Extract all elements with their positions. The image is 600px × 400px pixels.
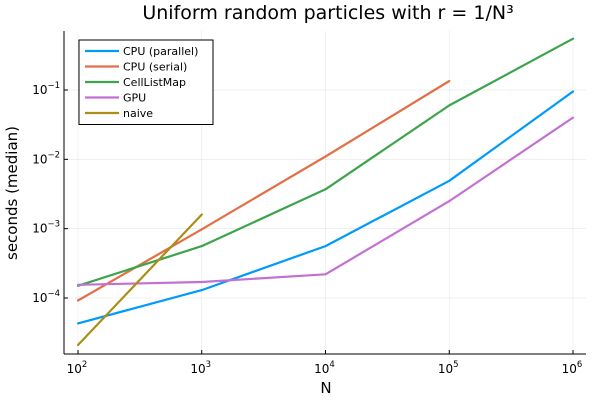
x-tick-label: 102	[67, 360, 88, 376]
legend-label-naive: naive	[123, 107, 153, 120]
legend-label-celllistmap: CellListMap	[123, 76, 186, 89]
x-tick-label: 104	[314, 360, 335, 376]
x-axis-label: N	[320, 379, 331, 397]
series-line-gpu	[76, 116, 575, 286]
y-tick-label: 10−3	[32, 220, 60, 236]
legend-label-gpu: GPU	[123, 92, 146, 105]
legend-label-cpu-parallel: CPU (parallel)	[123, 45, 198, 58]
y-axis-label: seconds (median)	[3, 126, 21, 260]
y-tick-label: 10−4	[32, 289, 60, 305]
x-tick-label: 103	[190, 360, 211, 376]
series-line-cpu-parallel	[76, 90, 575, 325]
chart-title: Uniform random particles with r = 1/N³	[142, 2, 513, 24]
y-tick-label: 10−2	[32, 150, 60, 166]
axes: 102 103 104 105 106 10−4 10−3 10−2 10−1	[32, 31, 586, 376]
series	[76, 37, 575, 347]
series-line-naive	[76, 213, 203, 347]
y-tick-label: 10−1	[32, 81, 60, 97]
x-tick-label: 105	[438, 360, 459, 376]
x-tick-label: 106	[562, 360, 583, 376]
legend: CPU (parallel) CPU (serial) CellListMap GPU…	[78, 39, 214, 125]
legend-label-cpu-serial: CPU (serial)	[123, 61, 187, 74]
